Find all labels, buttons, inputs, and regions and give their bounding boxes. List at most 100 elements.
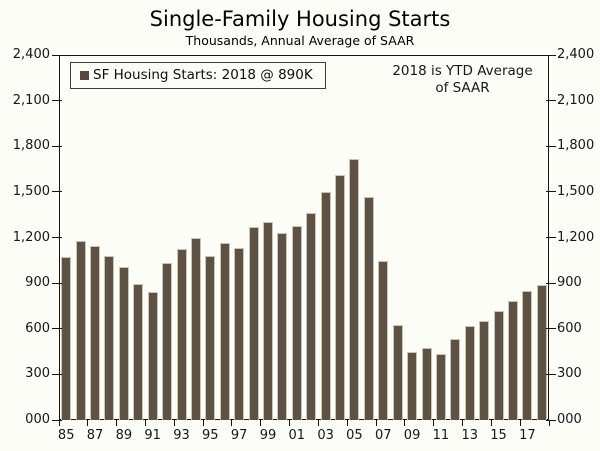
- bar-1989: [118, 267, 129, 420]
- bar-1999: [262, 222, 273, 420]
- bar-1991: [147, 292, 158, 420]
- x-tick-17: [548, 420, 550, 426]
- bar-1987: [90, 246, 101, 420]
- legend-label: SF Housing Starts: 2018 @ 890K: [93, 67, 313, 83]
- annotation-line-1: 2018 is YTD Average: [392, 63, 533, 79]
- x-axis-label-87: 87: [86, 428, 104, 443]
- annotation: 2018 is YTD Average of SAAR: [380, 63, 545, 97]
- y-axis-label-left-000: 000: [25, 412, 50, 427]
- bar-1993: [176, 249, 187, 420]
- y-tick-left-1,500: [52, 191, 62, 193]
- x-axis-label-93: 93: [173, 428, 190, 443]
- bar-1994: [190, 238, 201, 420]
- y-axis-label-left-1,200: 1,200: [12, 229, 50, 245]
- bar-2002: [306, 213, 317, 420]
- y-axis-label-right-1,500: 1,500: [557, 183, 595, 199]
- bar-2016: [507, 301, 518, 420]
- x-tick-10: [346, 420, 348, 426]
- bar-1997: [234, 248, 245, 420]
- x-tick-3: [144, 420, 146, 426]
- y-tick-left-900: [52, 282, 62, 284]
- x-axis-label-97: 97: [230, 428, 248, 443]
- bar-2014: [479, 321, 490, 420]
- x-axis-label-09: 09: [403, 428, 421, 443]
- y-tick-right-1,500: [546, 191, 556, 193]
- y-tick-right-300: [546, 373, 556, 375]
- bar-2012: [450, 339, 461, 420]
- y-axis-label-left-2,400: 2,400: [12, 47, 50, 62]
- y-tick-left-600: [52, 328, 62, 330]
- x-axis-label-11: 11: [432, 428, 450, 443]
- bar-2004: [335, 175, 346, 420]
- x-axis-label-85: 85: [57, 428, 75, 443]
- legend: SF Housing Starts: 2018 @ 890K: [70, 62, 326, 89]
- x-tick-11: [375, 420, 377, 426]
- x-axis-label-07: 07: [374, 428, 392, 443]
- y-axis-label-right-600: 600: [557, 320, 582, 336]
- x-tick-4: [173, 420, 175, 426]
- x-tick-8: [289, 420, 291, 426]
- chart-subtitle: Thousands, Annual Average of SAAR: [185, 33, 415, 48]
- x-axis-label-95: 95: [202, 428, 219, 443]
- y-tick-right-1,200: [546, 237, 556, 238]
- bar-2017: [522, 291, 533, 420]
- y-tick-left-1,800: [52, 145, 62, 147]
- bar-2007: [378, 261, 389, 420]
- x-axis-label-99: 99: [259, 428, 277, 443]
- x-tick-16: [519, 420, 521, 426]
- y-tick-right-900: [546, 282, 556, 284]
- y-axis-label-right-1,800: 1,800: [557, 138, 595, 154]
- x-axis-label-89: 89: [115, 428, 133, 443]
- y-tick-right-600: [546, 328, 556, 330]
- x-axis-label-91: 91: [144, 428, 161, 443]
- x-tick-6: [231, 420, 233, 426]
- y-tick-left-1,200: [52, 237, 62, 238]
- y-tick-right-1,800: [546, 145, 556, 147]
- bar-1996: [219, 243, 230, 420]
- x-tick-2: [116, 420, 118, 426]
- x-tick-7: [260, 420, 262, 426]
- y-axis-label-right-2,100: 2,100: [557, 92, 595, 108]
- bar-2013: [464, 326, 475, 420]
- y-axis-label-left-300: 300: [25, 366, 50, 382]
- y-axis-label-left-1,800: 1,800: [12, 138, 50, 154]
- y-tick-right-2,100: [546, 100, 556, 102]
- x-tick-1: [87, 420, 89, 426]
- y-tick-left-000: [52, 419, 62, 421]
- y-axis-label-right-000: 000: [557, 412, 582, 427]
- bar-2000: [277, 233, 288, 420]
- bar-2003: [320, 192, 331, 420]
- bar-1995: [205, 256, 216, 420]
- legend-swatch-icon: [80, 70, 89, 80]
- bar-2008: [392, 325, 403, 420]
- y-tick-left-2,400: [52, 54, 62, 56]
- bar-2011: [435, 354, 446, 420]
- y-axis-label-right-1,200: 1,200: [557, 229, 595, 245]
- bar-2015: [493, 311, 504, 420]
- bar-1988: [104, 256, 115, 420]
- bar-1998: [248, 227, 259, 420]
- y-axis-label-left-900: 900: [25, 275, 50, 291]
- y-tick-left-300: [52, 373, 62, 375]
- bar-2009: [407, 352, 418, 420]
- x-tick-0: [58, 420, 60, 426]
- bar-1986: [75, 241, 86, 420]
- bar-1985: [61, 257, 72, 420]
- y-axis-label-right-2,400: 2,400: [557, 47, 595, 62]
- x-axis-label-17: 17: [519, 428, 536, 443]
- y-tick-left-2,100: [52, 100, 62, 102]
- y-tick-right-2,400: [546, 54, 556, 56]
- x-axis-label-15: 15: [490, 428, 507, 443]
- x-axis-label-01: 01: [288, 428, 306, 443]
- bar-2005: [349, 159, 360, 420]
- x-tick-14: [462, 420, 464, 426]
- bar-2006: [363, 197, 374, 420]
- x-tick-12: [404, 420, 406, 426]
- x-tick-9: [317, 420, 319, 426]
- x-tick-5: [202, 420, 204, 426]
- bar-2010: [421, 348, 432, 420]
- x-axis-label-03: 03: [317, 428, 334, 443]
- x-axis-label-05: 05: [346, 428, 363, 443]
- bar-2018: [536, 285, 547, 420]
